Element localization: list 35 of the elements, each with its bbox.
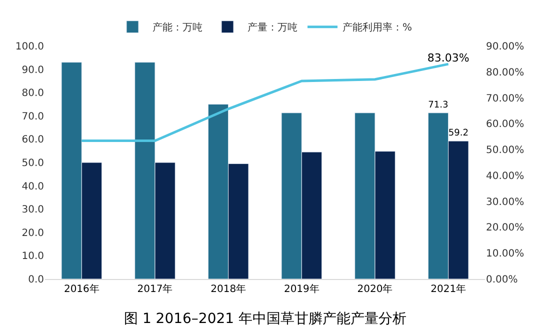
y2-tick-label: 60.00% (486, 119, 524, 130)
legend-label: 产能利用率：% (342, 22, 412, 34)
legend-label: 产能：万吨 (152, 22, 202, 34)
y2-tick-label: 20.00% (486, 222, 524, 234)
data-label: 71.3 (428, 100, 449, 110)
y-tick-label: 90.0 (22, 64, 44, 76)
y-tick-label: 50.0 (22, 158, 44, 169)
y-tick-label: 70.0 (22, 111, 44, 122)
y-tick-label: 100.0 (15, 42, 44, 52)
x-tick-label: 2020年 (357, 283, 393, 295)
x-tick-label: 2016年 (64, 283, 100, 295)
y2-tick-label: 80.00% (486, 67, 524, 78)
y-tick-label: 80.0 (22, 88, 44, 100)
line-series (80, 62, 450, 142)
x-tick-label: 2021年 (430, 283, 466, 295)
y2-tick-label: 0.00% (486, 274, 518, 286)
y-tick-label: 40.0 (22, 181, 44, 192)
caption: 图 1 2016–2021 年中国草甘膦产能产量分析 (124, 311, 407, 327)
y2-tick-label: 90.00% (486, 42, 524, 52)
y-tick-label: 0.0 (28, 274, 44, 286)
y-tick-label: 20.0 (22, 228, 44, 239)
x-tick-label: 2018年 (210, 283, 246, 295)
y-tick-label: 10.0 (22, 251, 44, 262)
y-tick-label: 30.0 (22, 204, 44, 216)
y2-tick-label: 70.00% (486, 93, 524, 104)
y2-tick-label: 50.00% (486, 145, 524, 156)
y-tick-label: 60.0 (22, 134, 44, 146)
data-label: 83.03% (427, 51, 470, 64)
legend-label: 产量：万吨 (248, 22, 298, 34)
y2-tick-label: 40.00% (486, 170, 524, 182)
y2-tick-label: 10.00% (486, 248, 524, 260)
data-label: 59.2 (448, 128, 468, 139)
x-tick-label: 2017年 (137, 283, 173, 295)
x-tick-label: 2019年 (284, 283, 320, 295)
y2-tick-label: 30.00% (486, 196, 524, 208)
